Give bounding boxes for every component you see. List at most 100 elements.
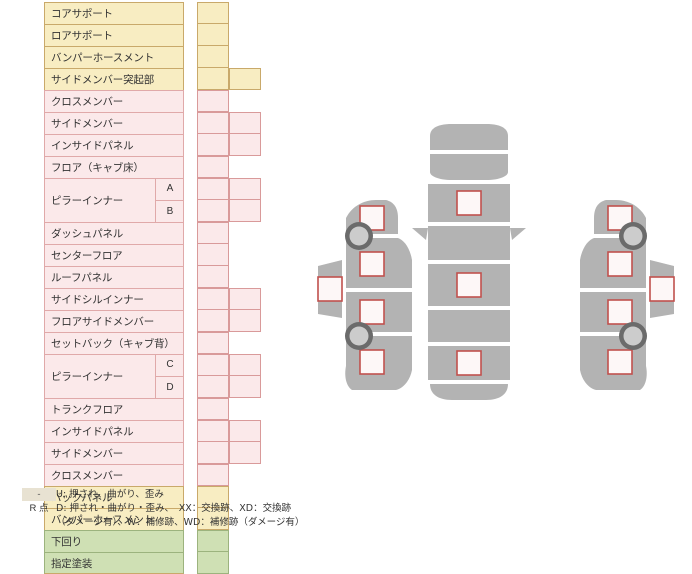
status-cell-right[interactable] xyxy=(229,68,261,90)
table-row[interactable]: ダッシュパネル xyxy=(44,222,258,244)
table-row[interactable]: サイドメンバー xyxy=(44,112,258,134)
table-row[interactable]: ルーフパネル xyxy=(44,266,258,288)
status-cell[interactable] xyxy=(197,464,229,486)
sub-label-group: C D xyxy=(155,354,184,398)
sub-label-b: B xyxy=(155,200,184,222)
table-row[interactable]: サイドメンバー突起部 xyxy=(44,68,258,90)
top-view xyxy=(412,124,526,400)
table-row-pillar-inner-ab[interactable]: ピラーインナー A B xyxy=(44,178,258,222)
status-cell-left[interactable] xyxy=(197,420,229,442)
status-cell-right[interactable] xyxy=(229,310,261,332)
status-cell-right[interactable] xyxy=(229,134,261,156)
part-label: バンパーホースメント xyxy=(44,46,184,68)
damage-marker[interactable] xyxy=(359,349,385,375)
damage-marker[interactable] xyxy=(607,299,633,325)
status-cell[interactable] xyxy=(197,2,229,24)
status-cell-left[interactable] xyxy=(197,376,229,398)
part-label: クロスメンバー xyxy=(44,464,184,486)
top-windshield-band xyxy=(430,154,508,180)
table-row[interactable]: バンパーホースメント xyxy=(44,508,258,530)
part-label: フロアサイドメンバー xyxy=(44,310,184,332)
damage-marker[interactable] xyxy=(607,349,633,375)
status-cell[interactable] xyxy=(197,530,229,552)
part-label: コアサポート xyxy=(44,2,184,24)
status-cell-left[interactable] xyxy=(197,354,229,376)
part-label: クロスメンバー xyxy=(44,90,184,112)
table-row[interactable]: フロアサイドメンバー xyxy=(44,310,258,332)
damage-marker[interactable] xyxy=(359,251,385,277)
table-row[interactable]: トランクフロア xyxy=(44,398,258,420)
status-cell[interactable] xyxy=(197,552,229,574)
status-cell-right[interactable] xyxy=(229,288,261,310)
table-row[interactable]: セットバック（キャブ背） xyxy=(44,332,258,354)
part-label: サイドメンバー xyxy=(44,442,184,464)
part-label: インサイドパネル xyxy=(44,420,184,442)
table-row[interactable]: インサイドパネル xyxy=(44,134,258,156)
part-label: インサイドパネル xyxy=(44,134,184,156)
status-cell-left[interactable] xyxy=(197,68,229,90)
damage-marker[interactable] xyxy=(607,251,633,277)
status-cell-right[interactable] xyxy=(229,420,261,442)
legend-key-dash: - xyxy=(22,488,56,501)
damage-marker[interactable] xyxy=(456,350,482,376)
status-cell[interactable] xyxy=(197,222,229,244)
table-row[interactable]: コアサポート xyxy=(44,2,258,24)
table-row[interactable]: フロア（キャブ床） xyxy=(44,156,258,178)
table-row[interactable]: サイドシルインナー xyxy=(44,288,258,310)
status-cell[interactable] xyxy=(197,156,229,178)
part-label: ピラーインナー xyxy=(44,354,184,398)
part-label: サイドメンバー突起部 xyxy=(44,68,184,90)
status-cell-left[interactable] xyxy=(197,112,229,134)
status-cell-left[interactable] xyxy=(197,178,229,200)
table-row[interactable]: ロアサポート xyxy=(44,24,258,46)
part-label: バックパネル xyxy=(44,486,184,508)
status-cell-right[interactable] xyxy=(229,178,261,200)
status-cell-left[interactable] xyxy=(197,200,229,222)
table-row[interactable]: バックパネル xyxy=(44,486,258,508)
status-grid xyxy=(190,2,261,574)
damage-marker[interactable] xyxy=(456,190,482,216)
wheel-icon xyxy=(619,322,647,350)
wheel-icon xyxy=(345,322,373,350)
table-row[interactable]: クロスメンバー xyxy=(44,90,258,112)
damage-marker[interactable] xyxy=(317,276,343,302)
damage-marker[interactable] xyxy=(456,272,482,298)
status-cell-left[interactable] xyxy=(197,310,229,332)
part-label: ルーフパネル xyxy=(44,266,184,288)
status-cell[interactable] xyxy=(197,398,229,420)
top-lower-band xyxy=(428,310,510,342)
table-row[interactable]: サイドメンバー xyxy=(44,442,258,464)
table-row[interactable]: インサイドパネル xyxy=(44,420,258,442)
sub-label-d: D xyxy=(155,376,184,398)
status-cell[interactable] xyxy=(197,486,229,508)
status-cell-left[interactable] xyxy=(197,134,229,156)
status-cell-left[interactable] xyxy=(197,288,229,310)
table-row-pillar-inner-cd[interactable]: ピラーインナー C D xyxy=(44,354,258,398)
part-label: サイドシルインナー xyxy=(44,288,184,310)
table-row[interactable]: クロスメンバー xyxy=(44,464,258,486)
table-row[interactable]: バンパーホースメント xyxy=(44,46,258,68)
legend: - U: 押され、曲がり、歪み R 点 D: 押され・曲がり・歪み、 XX：交換… xyxy=(22,488,382,529)
damage-marker[interactable] xyxy=(359,299,385,325)
status-cell-right[interactable] xyxy=(229,376,261,398)
status-cell[interactable] xyxy=(197,46,229,68)
table-row[interactable]: センターフロア xyxy=(44,244,258,266)
status-cell[interactable] xyxy=(197,508,229,530)
status-cell-right[interactable] xyxy=(229,200,261,222)
part-label: セットバック（キャブ背） xyxy=(44,332,184,354)
right-side-view xyxy=(580,200,675,390)
status-cell-left[interactable] xyxy=(197,442,229,464)
top-trunk-cap xyxy=(430,384,508,400)
part-label: トランクフロア xyxy=(44,398,184,420)
sub-label-group: A B xyxy=(155,178,184,222)
status-cell-right[interactable] xyxy=(229,442,261,464)
status-cell[interactable] xyxy=(197,332,229,354)
status-cell-right[interactable] xyxy=(229,354,261,376)
status-cell[interactable] xyxy=(197,244,229,266)
part-label: フロア（キャブ床） xyxy=(44,156,184,178)
status-cell-right[interactable] xyxy=(229,112,261,134)
status-cell[interactable] xyxy=(197,24,229,46)
status-cell[interactable] xyxy=(197,266,229,288)
status-cell[interactable] xyxy=(197,90,229,112)
damage-marker[interactable] xyxy=(649,276,675,302)
